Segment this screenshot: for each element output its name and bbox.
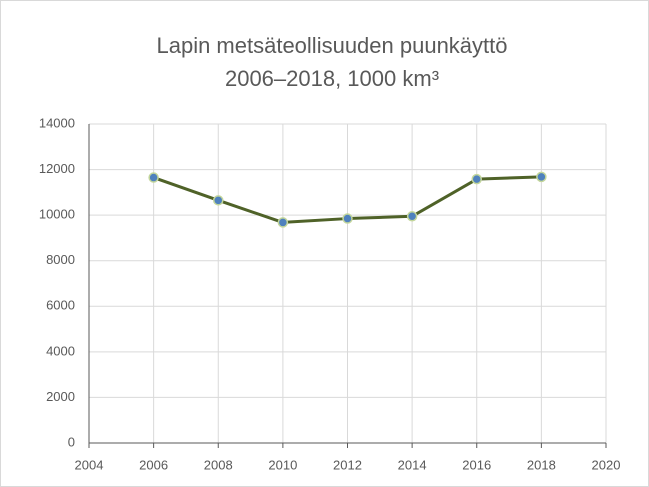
data-point (277, 217, 289, 228)
data-point (536, 171, 547, 183)
x-tick-label: 2008 (204, 457, 233, 472)
data-point (406, 211, 418, 222)
y-tick-label: 0 (68, 434, 75, 449)
y-tick-label: 14000 (39, 115, 75, 130)
x-tick-label: 2004 (75, 457, 104, 472)
y-tick-label: 12000 (39, 161, 75, 176)
data-point (213, 195, 224, 206)
y-tick-label: 2000 (46, 389, 75, 404)
x-tick-label: 2010 (268, 457, 297, 472)
x-tick-label: 2020 (592, 457, 621, 472)
chart-title: 2006–2018, 1000 km³ (225, 66, 439, 91)
y-tick-label: 8000 (46, 252, 75, 267)
data-point (471, 173, 482, 185)
chart-title: Lapin metsäteollisuuden puunkäyttö (156, 33, 507, 58)
y-tick-label: 6000 (46, 298, 75, 313)
x-tick-label: 2006 (139, 457, 168, 472)
x-tick-label: 2012 (333, 457, 362, 472)
data-point (342, 213, 353, 224)
data-point (148, 172, 159, 183)
x-tick-label: 2014 (398, 457, 427, 472)
x-tick-label: 2018 (527, 457, 556, 472)
y-tick-label: 4000 (46, 343, 75, 358)
x-tick-label: 2016 (462, 457, 491, 472)
y-tick-label: 10000 (39, 207, 75, 222)
